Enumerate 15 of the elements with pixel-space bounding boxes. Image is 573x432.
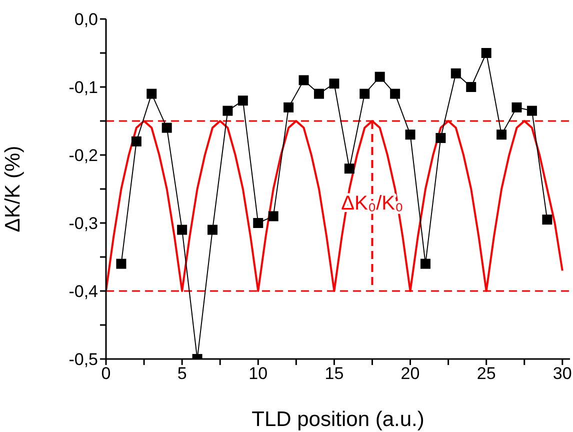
x-axis-title: TLD position (a.u.)	[252, 408, 424, 431]
x-tick-label: 30	[552, 364, 572, 384]
y-tick-label: -0,5	[68, 350, 98, 370]
x-tick-label: 25	[476, 364, 496, 384]
y-tick-label: 0,0	[74, 10, 98, 30]
x-tick-label: 0	[101, 364, 111, 384]
y-tick-label: -0,3	[68, 214, 98, 234]
y-axis-title: ΔK/K (%)	[1, 146, 24, 232]
y-tick-label: -0,4	[68, 282, 98, 302]
x-tick-label: 20	[400, 364, 420, 384]
y-tick-label: -0,2	[68, 146, 98, 166]
y-tick-label: -0,1	[68, 78, 98, 98]
x-tick-label: 15	[324, 364, 344, 384]
x-tick-label: 10	[248, 364, 268, 384]
x-tick-label: 5	[177, 364, 187, 384]
